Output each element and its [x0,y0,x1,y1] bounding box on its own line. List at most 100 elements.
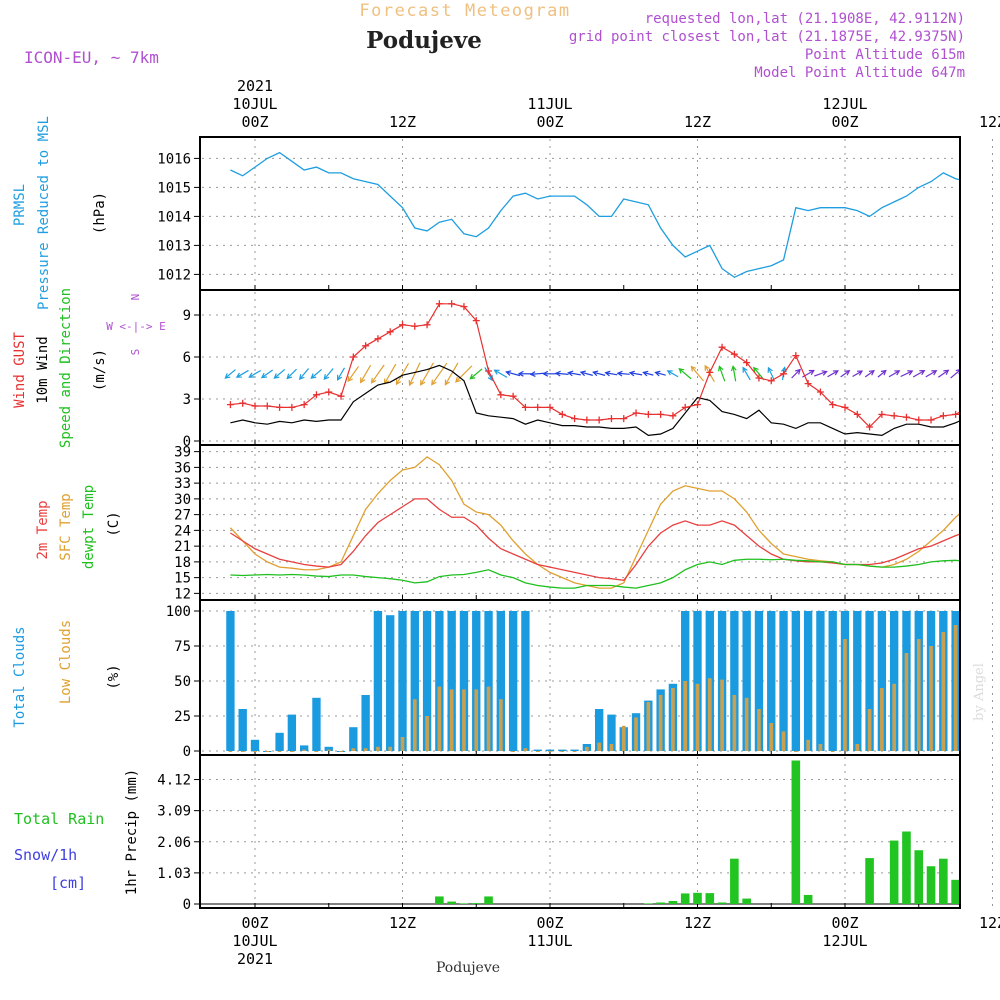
wind-arrow [506,371,521,377]
time-label: 12Z [389,113,416,131]
wind-label-unit: (m/s) [92,349,108,391]
clouds-ytick-label: 25 [174,709,191,725]
wind-arrow-head [642,370,649,377]
wind-gust-marker [952,410,959,418]
time-axis-top: 202110JUL00Z12Z11JUL00Z12Z12JUL00Z12Z [232,77,1000,131]
wind-gust-marker [312,391,320,399]
temp-label-2m: 2m Temp [35,500,51,559]
precip-bar [902,831,911,904]
cloud-low-bar [830,751,835,752]
wind-arrow [444,362,459,385]
cloud-total-bar [865,611,874,751]
time-label: 2021 [237,950,273,968]
wind-gust-marker [411,322,419,330]
wind-gust-marker [669,412,677,420]
wind-gust-marker [866,423,874,431]
cloud-low-bar [498,699,503,751]
cloud-total-bar [238,709,247,751]
cloud-low-bar [818,744,823,751]
wind-ytick-label: 9 [183,308,191,324]
wind-arrow-head [273,373,280,379]
wind-arrow [732,366,737,382]
cloud-total-bar [545,749,555,751]
cloud-total-bar [484,611,493,751]
precip-bar [668,900,678,904]
pressure-ytick-label: 1016 [157,151,191,167]
wind-gust-marker [558,410,566,418]
cloud-low-bar [658,695,663,751]
precipitation-plot-area [201,760,959,905]
wind-arrow [580,371,593,376]
wind-arrow [395,363,410,385]
model-label: ICON-EU, ~ 7km [24,48,159,67]
wind-arrow [286,368,297,379]
wind-arrow-head [579,370,586,377]
wind-arrow [420,362,434,386]
wind-ytick-label: 6 [183,350,191,366]
cloud-total-bar [275,732,284,751]
wind-arrow-head [395,379,402,386]
wind-gust-marker [964,404,971,411]
wind-arrow [568,372,581,376]
cloud-total-bar [730,611,739,751]
pressure-line [230,151,959,279]
wind-gust-marker [829,401,837,409]
wind-arrow-head [567,370,574,377]
wind-gust-marker [300,401,308,409]
wind-arrow [431,362,448,385]
credit: by Angel [972,663,987,721]
temperature-ytick-label: 18 [174,555,191,571]
cloud-total-bar [791,611,801,751]
wind-gust-marker [374,335,382,343]
clouds-ytick-label: 75 [174,639,191,655]
time-label: 12Z [684,113,711,131]
wind-gust-marker [595,416,603,424]
wind-gust-marker [841,403,849,411]
cloud-low-bar [437,686,442,751]
wind-arrow-head [943,369,950,376]
precip-bar [484,896,493,904]
precip-bar [644,903,653,904]
wind-gust-marker [890,412,898,420]
cloud-low-bar [376,746,380,751]
wind-gust-marker [644,410,652,418]
cloud-low-bar [695,683,700,751]
wind-arrow [236,369,249,378]
wind-label-speed-dir: Speed and Direction [58,288,74,448]
time-label: 00Z [536,113,563,131]
time-label: 11JUL [527,95,572,113]
wind-arrow [593,371,606,376]
wind-arrow-head [666,370,673,376]
wind-gust-marker [349,353,357,361]
precip-bar [680,893,690,904]
wind-gust-marker [386,328,394,336]
wind-arrow [852,370,863,378]
wind-arrow [556,372,569,375]
precip-label-axis: 1hr Precip (mm) [124,769,140,895]
cloud-total-bar [324,746,333,751]
cloud-low-bar [855,744,860,751]
wind-label-gust: Wind GUST [12,332,28,408]
pressure-label-prmsl: PRMSL [12,184,28,226]
chart-title: Forecast Meteogram [359,1,570,21]
temperature-frame [199,444,961,601]
clouds-ytick-label: 50 [174,674,191,690]
wind-arrow-head [347,376,353,383]
wind-arrow [310,369,323,379]
temp-dewpt-line [230,558,959,589]
cloud-total-bar [410,611,419,751]
wind-gust-marker [706,368,714,376]
wind-gust-marker [485,367,493,375]
wind-arrow-head [654,370,661,377]
wind-arrow-head [592,370,599,377]
cloud-low-bar [585,746,589,751]
temp-sfc-line [229,456,959,589]
pressure-frame [199,136,961,291]
wind-arrow [791,369,801,379]
time-label: 11JUL [527,932,572,950]
wind-arrow [643,371,654,376]
wind-arrow-head [420,379,426,386]
cloud-low-bar [904,653,909,751]
cloud-low-bar [953,625,958,751]
